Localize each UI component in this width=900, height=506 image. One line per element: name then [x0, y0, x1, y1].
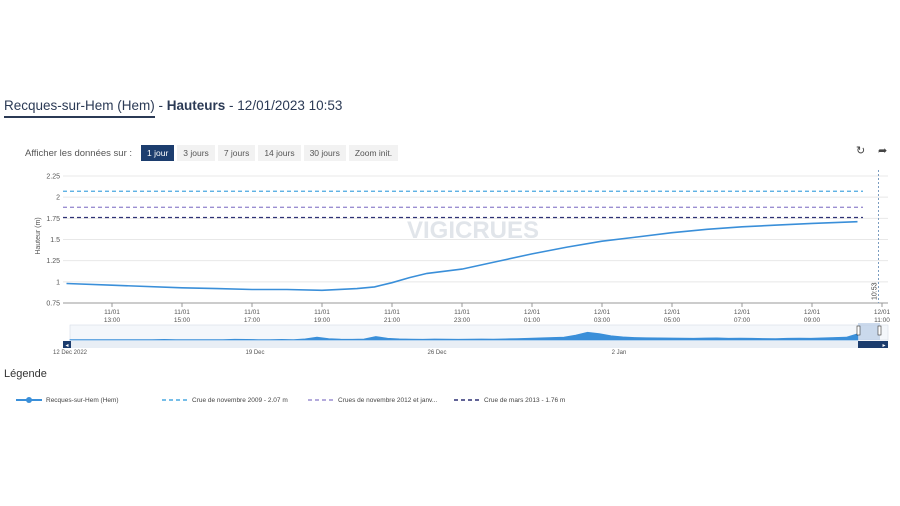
- legend-threshold-label: Crue de mars 2013 - 1.76 m: [484, 396, 566, 404]
- station-name[interactable]: Recques-sur-Hem (Hem): [4, 98, 155, 118]
- legend-threshold-label: Crue de novembre 2009 - 2.07 m: [192, 396, 288, 404]
- scrollbar-right-button[interactable]: [880, 341, 888, 348]
- legend-title: Légende: [4, 368, 47, 380]
- range-7-days-button[interactable]: 7 jours: [217, 145, 256, 161]
- axes: 0.7511.251.51.7522.2511/0113:0011/0115:0…: [46, 174, 890, 325]
- chart-grid: [63, 175, 888, 304]
- legend-item-station[interactable]: Recques-sur-Hem (Hem): [16, 396, 119, 404]
- series-line: [66, 220, 858, 292]
- range-selector-label: Afficher les données sur :: [25, 147, 133, 159]
- scrollbar-thumb[interactable]: [858, 341, 880, 348]
- x-tick-time-label: 13:00: [104, 317, 121, 324]
- range-1-day-button[interactable]: 1 jour: [141, 145, 175, 161]
- y-tick-label: 1: [56, 279, 60, 286]
- legend-item-crue-2009[interactable]: Crue de novembre 2009 - 2.07 m: [162, 396, 288, 404]
- y-tick-label: 0.75: [46, 301, 60, 308]
- page-title: Recques-sur-Hem (Hem) - Hauteurs - 12/01…: [4, 98, 343, 118]
- x-tick-time-label: 15:00: [174, 317, 191, 324]
- x-tick-time-label: 17:00: [244, 317, 261, 324]
- x-tick-date-label: 11/01: [244, 309, 260, 316]
- share-arrow-icon[interactable]: ➦: [878, 145, 888, 157]
- y-tick-label: 2: [56, 195, 60, 202]
- x-tick-time-label: 19:00: [314, 317, 331, 324]
- x-tick-date-label: 12/01: [734, 309, 751, 316]
- navigator-selection: [858, 323, 880, 340]
- x-tick-date-label: 11/01: [314, 309, 330, 316]
- zoom-reset-button[interactable]: Zoom init.: [348, 145, 399, 161]
- range-selector: Afficher les données sur : 1 jour 3 jour…: [25, 145, 401, 161]
- y-tick-label: 2.25: [46, 174, 60, 181]
- x-tick-date-label: 12/01: [594, 309, 611, 316]
- parameter-name: Hauteurs: [166, 98, 226, 113]
- x-tick-date-label: 11/01: [174, 309, 190, 316]
- x-tick-time-label: 21:00: [384, 317, 401, 324]
- hydrograph-chart: VIGICRUES 0.7511.251.51.7522.2511/0113:0…: [35, 170, 891, 356]
- y-axis-label: Hauteur (m): [35, 217, 42, 254]
- x-tick-date-label: 12/01: [874, 309, 891, 316]
- navigator[interactable]: ◂ ▸ 12 Dec 2022 19 Dec 26 Dec 2 Jan: [53, 323, 889, 356]
- range-30-days-button[interactable]: 30 jours: [303, 145, 346, 161]
- y-tick-label: 1.75: [46, 216, 60, 223]
- x-tick-time-label: 11:00: [874, 317, 890, 324]
- title-separator: -: [154, 98, 167, 113]
- x-tick-date-label: 12/01: [804, 309, 821, 316]
- x-tick-time-label: 01:00: [524, 317, 541, 324]
- range-14-days-button[interactable]: 14 jours: [258, 145, 301, 161]
- x-tick-time-label: 09:00: [804, 317, 821, 324]
- threshold-lines: [63, 190, 863, 219]
- watermark-text: VIGICRUES: [407, 217, 539, 244]
- title-separator: -: [225, 98, 238, 113]
- navigator-left-handle[interactable]: [856, 325, 861, 336]
- x-tick-date-label: 11/01: [384, 309, 400, 316]
- x-tick-time-label: 23:00: [454, 317, 471, 324]
- x-tick-time-label: 03:00: [594, 317, 611, 324]
- now-time-label: 10:53: [872, 282, 879, 300]
- legend-threshold-label: Crues de novembre 2012 et janv...: [338, 396, 438, 404]
- scroll-right-arrow-icon: ▸: [882, 342, 885, 349]
- range-3-days-button[interactable]: 3 jours: [177, 145, 215, 161]
- legend-item-crue-2013[interactable]: Crue de mars 2013 - 1.76 m: [454, 396, 565, 404]
- scrollbar-track: [63, 341, 888, 348]
- navigator-date-label: 26 Dec: [427, 350, 446, 356]
- navigator-area: [69, 331, 859, 341]
- legend-dash-symbol: [162, 399, 188, 401]
- x-tick-date-label: 11/01: [454, 309, 470, 316]
- legend-series-label: Recques-sur-Hem (Hem): [46, 396, 119, 404]
- navigator-date-label: 12 Dec 2022: [53, 350, 88, 356]
- navigator-background: [69, 324, 889, 341]
- x-tick-date-label: 11/01: [104, 309, 120, 316]
- legend-item-crue-2012[interactable]: Crues de novembre 2012 et janv...: [308, 396, 437, 404]
- now-marker: 10:53: [872, 170, 879, 303]
- navigator-date-label: 2 Jan: [612, 350, 627, 356]
- refresh-icon[interactable]: ↻: [856, 145, 866, 157]
- y-tick-label: 1.25: [46, 258, 60, 265]
- navigator-date-label: 19 Dec: [245, 350, 264, 356]
- series-layer: [66, 220, 858, 292]
- legend-dash-symbol: [308, 399, 334, 401]
- x-tick-date-label: 12/01: [524, 309, 541, 316]
- x-tick-time-label: 07:00: [734, 317, 751, 324]
- scrollbar-left-button[interactable]: [63, 341, 71, 348]
- legend-series-symbol: [16, 397, 42, 403]
- navigator-right-handle[interactable]: [877, 325, 882, 336]
- scroll-left-arrow-icon: ◂: [65, 342, 68, 349]
- legend-dash-symbol: [454, 399, 480, 401]
- observation-datetime: 12/01/2023 10:53: [237, 98, 343, 113]
- x-tick-date-label: 12/01: [664, 309, 681, 316]
- y-tick-label: 1.5: [50, 237, 60, 244]
- x-tick-time-label: 05:00: [664, 317, 681, 324]
